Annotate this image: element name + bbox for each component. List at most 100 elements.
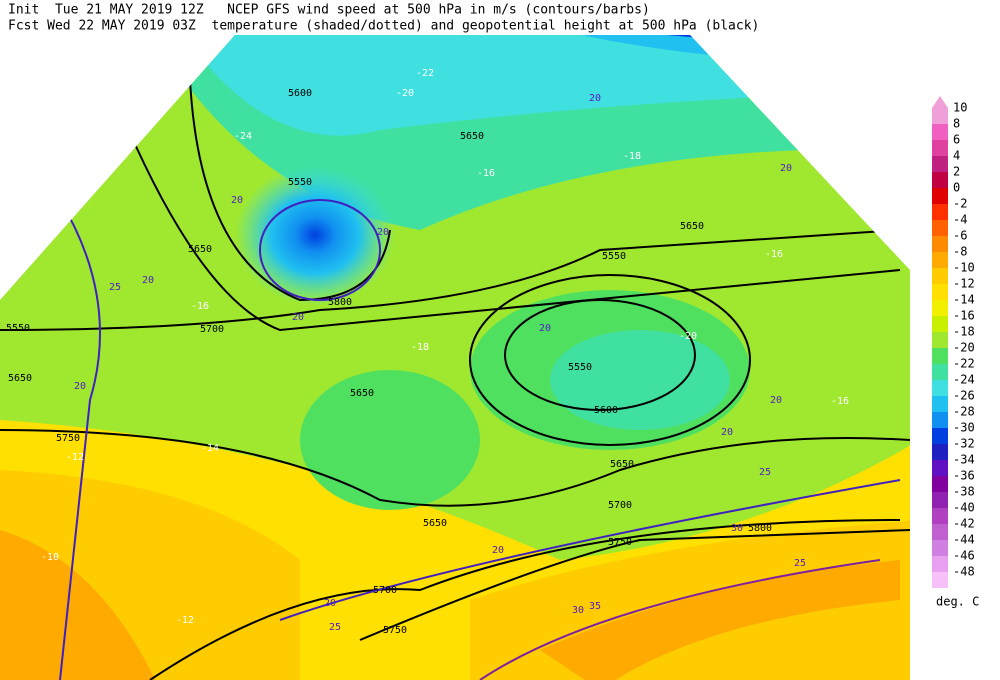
colorbar-swatch bbox=[932, 428, 948, 444]
colorbar-label: 0 bbox=[953, 181, 960, 195]
colorbar-arrow bbox=[932, 96, 948, 108]
colorbar-label: -38 bbox=[953, 485, 975, 499]
colorbar-swatch bbox=[932, 172, 948, 188]
colorbar-label: 2 bbox=[953, 165, 960, 179]
temperature-label: -18 bbox=[623, 151, 641, 162]
colorbar-swatch bbox=[932, 204, 948, 220]
height-label: 5750 bbox=[56, 433, 80, 444]
colorbar-swatch bbox=[932, 524, 948, 540]
colorbar-swatch bbox=[932, 140, 948, 156]
colorbar-label: -34 bbox=[953, 453, 975, 467]
colorbar-swatch bbox=[932, 556, 948, 572]
colorbar-swatch bbox=[932, 460, 948, 476]
colorbar-swatch bbox=[932, 316, 948, 332]
wind-label: 30 bbox=[572, 605, 584, 616]
height-label: 5650 bbox=[610, 459, 634, 470]
colorbar-swatch bbox=[932, 332, 948, 348]
colorbar-label: -4 bbox=[953, 213, 967, 227]
colorbar-swatch bbox=[932, 508, 948, 524]
header-line: Init Tue 21 MAY 2019 12Z NCEP GFS wind s… bbox=[8, 3, 650, 18]
wind-label: 20 bbox=[292, 312, 304, 323]
height-label: 5550 bbox=[602, 251, 626, 262]
height-label: 5750 bbox=[383, 625, 407, 636]
colorbar-swatch bbox=[932, 364, 948, 380]
height-label: 5550 bbox=[6, 323, 30, 334]
wind-label: 35 bbox=[589, 601, 601, 612]
wind-label: 20 bbox=[142, 275, 154, 286]
height-label: 5700 bbox=[373, 585, 397, 596]
colorbar-swatch bbox=[932, 268, 948, 284]
wind-label: 25 bbox=[109, 282, 121, 293]
temperature-label: -20 bbox=[679, 331, 697, 342]
colorbar-swatch bbox=[932, 444, 948, 460]
colorbar-swatch bbox=[932, 108, 948, 124]
colorbar-label: -16 bbox=[953, 309, 975, 323]
colorbar-unit: deg. C bbox=[936, 595, 979, 609]
colorbar-swatch bbox=[932, 300, 948, 316]
temperature-label: -16 bbox=[477, 168, 495, 179]
colorbar-label: 8 bbox=[953, 117, 960, 131]
colorbar-swatch bbox=[932, 348, 948, 364]
colorbar-label: -6 bbox=[953, 229, 967, 243]
colorbar-label: 6 bbox=[953, 133, 960, 147]
colorbar-swatch bbox=[932, 412, 948, 428]
height-label: 5800 bbox=[328, 297, 352, 308]
height-label: 5650 bbox=[350, 388, 374, 399]
colorbar-label: -44 bbox=[953, 533, 975, 547]
colorbar-label: -10 bbox=[953, 261, 975, 275]
wind-label: 25 bbox=[759, 467, 771, 478]
wind-label: 25 bbox=[794, 558, 806, 569]
colorbar-label: -30 bbox=[953, 421, 975, 435]
height-label: 5650 bbox=[680, 221, 704, 232]
temperature-label: -20 bbox=[396, 88, 414, 99]
temperature-label: -12 bbox=[176, 615, 194, 626]
map-labels: 5600 5550 5650 5700 5550 5650 5750 5650 5650 5650… bbox=[6, 68, 849, 636]
height-label: 5550 bbox=[568, 362, 592, 373]
temperature-label: -16 bbox=[191, 301, 209, 312]
colorbar-swatch bbox=[932, 156, 948, 172]
temperature-label: -22 bbox=[416, 68, 434, 79]
header-line: Fcst Wed 22 MAY 2019 03Z temperature (sh… bbox=[8, 19, 759, 34]
colorbar-label: -24 bbox=[953, 373, 975, 387]
colorbar-label: -22 bbox=[953, 357, 975, 371]
colorbar-label: -2 bbox=[953, 197, 967, 211]
temperature-label: -12 bbox=[66, 452, 84, 463]
colorbar-swatch bbox=[932, 220, 948, 236]
wind-label: 20 bbox=[589, 93, 601, 104]
height-label: 5600 bbox=[594, 405, 618, 416]
wind-label: 20 bbox=[770, 395, 782, 406]
height-label: 5550 bbox=[288, 177, 312, 188]
height-label: 5650 bbox=[8, 373, 32, 384]
temperature-label: -16 bbox=[831, 396, 849, 407]
height-label: 5650 bbox=[188, 244, 212, 255]
wind-label: 30 bbox=[731, 523, 743, 534]
temperature-label: -16 bbox=[765, 249, 783, 260]
colorbar-label: -26 bbox=[953, 389, 975, 403]
colorbar-label: -28 bbox=[953, 405, 975, 419]
colorbar-swatch bbox=[932, 124, 948, 140]
height-label: 5600 bbox=[288, 88, 312, 99]
colorbar: 10 8 6 4 2 0 -2 -4 -6 -8 -10 -12 -14 -16 -18 -20 -22 -24 -… bbox=[932, 96, 975, 588]
temperature-label: -24 bbox=[234, 131, 252, 142]
temperature-label: -14 bbox=[201, 443, 219, 454]
wind-label: 20 bbox=[492, 545, 504, 556]
colorbar-label: -18 bbox=[953, 325, 975, 339]
colorbar-swatch bbox=[932, 572, 948, 588]
colorbar-label: -12 bbox=[953, 277, 975, 291]
map-field bbox=[0, 35, 910, 680]
colorbar-label: -14 bbox=[953, 293, 975, 307]
wind-label: 20 bbox=[539, 323, 551, 334]
height-label: 5700 bbox=[608, 500, 632, 511]
height-label: 5650 bbox=[423, 518, 447, 529]
colorbar-swatch bbox=[932, 396, 948, 412]
colorbar-swatch bbox=[932, 252, 948, 268]
wind-label: 25 bbox=[329, 622, 341, 633]
height-label: 5750 bbox=[608, 537, 632, 548]
colorbar-label: -36 bbox=[953, 469, 975, 483]
colorbar-label: -46 bbox=[953, 549, 975, 563]
colorbar-label: -8 bbox=[953, 245, 967, 259]
wind-label: 20 bbox=[377, 227, 389, 238]
colorbar-swatch bbox=[932, 284, 948, 300]
wind-label: 20 bbox=[721, 427, 733, 438]
